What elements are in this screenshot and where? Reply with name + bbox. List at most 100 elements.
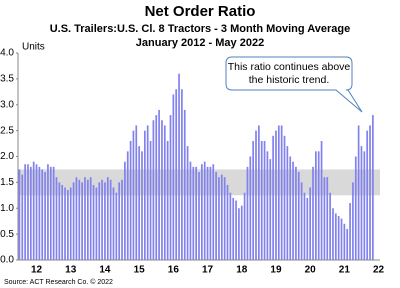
- bar: [243, 192, 246, 260]
- source: Source: ACT Research Co. © 2022: [4, 278, 113, 286]
- y-tick-label: 1.5: [0, 177, 14, 188]
- bar: [209, 166, 212, 260]
- bar: [343, 223, 346, 260]
- x-tick-label: 13: [65, 265, 77, 276]
- bar: [340, 218, 343, 260]
- bar: [52, 166, 55, 260]
- annotation: the historic trend.: [249, 74, 330, 86]
- bar: [354, 156, 357, 260]
- bar: [289, 156, 292, 260]
- bar: [192, 166, 195, 260]
- bar: [44, 172, 46, 260]
- y-tick-label: 0.5: [0, 229, 14, 240]
- x-tick-label: 17: [202, 265, 214, 276]
- bar: [49, 166, 52, 260]
- bar: [332, 208, 334, 260]
- bar: [47, 164, 49, 260]
- bar: [126, 151, 129, 260]
- bar: [309, 187, 312, 260]
- bar: [118, 182, 121, 260]
- y-tick-label: 4.0: [0, 48, 14, 59]
- bar: [69, 187, 72, 260]
- bar: [226, 184, 229, 260]
- bar: [32, 161, 35, 260]
- bar: [260, 140, 263, 260]
- bar: [292, 161, 294, 260]
- bar: [169, 115, 172, 260]
- bar: [35, 164, 38, 260]
- bar: [249, 156, 252, 260]
- bar: [232, 197, 235, 260]
- bar: [317, 151, 320, 260]
- bar: [206, 166, 209, 260]
- x-tick-label: 14: [99, 265, 111, 276]
- bar: [38, 166, 41, 260]
- y-tick-label: 2.0: [0, 151, 14, 162]
- bar: [323, 177, 326, 260]
- bar: [215, 172, 217, 260]
- bar: [24, 164, 26, 260]
- x-tick-label: 15: [134, 265, 146, 276]
- y-tick-label: 2.5: [0, 125, 14, 136]
- bar: [89, 177, 92, 260]
- bar: [135, 125, 138, 260]
- bar: [64, 187, 66, 260]
- bar: [235, 200, 237, 260]
- bar: [95, 187, 98, 260]
- bar: [334, 213, 337, 260]
- bar: [84, 177, 86, 260]
- bar: [195, 166, 198, 260]
- bar: [229, 192, 232, 260]
- bar: [58, 182, 61, 260]
- bar: [121, 179, 123, 260]
- bar: [275, 130, 277, 260]
- bar: [109, 179, 112, 260]
- bar: [283, 135, 286, 260]
- bar: [369, 125, 371, 260]
- bar: [158, 109, 160, 260]
- bar: [27, 164, 29, 260]
- bar: [178, 73, 180, 260]
- bar: [143, 130, 146, 260]
- bar: [172, 94, 175, 261]
- bar: [295, 166, 297, 260]
- x-tick-label: 20: [305, 265, 317, 276]
- bar: [124, 161, 126, 260]
- bar: [246, 166, 249, 260]
- bar: [75, 177, 78, 260]
- y-tick-label: 0.0: [0, 255, 14, 266]
- bar: [78, 179, 81, 260]
- x-tick-label: 12: [31, 265, 43, 276]
- bar: [297, 172, 300, 260]
- bar: [200, 164, 203, 260]
- bar: [258, 125, 260, 260]
- x-tick-label: 21: [339, 265, 351, 276]
- bar: [21, 174, 24, 260]
- bar: [92, 184, 95, 260]
- bar: [163, 125, 166, 260]
- bar: [152, 120, 155, 261]
- bar: [115, 192, 118, 260]
- bar: [337, 216, 340, 260]
- bar: [155, 115, 158, 260]
- bar: [141, 151, 143, 260]
- bar: [149, 140, 152, 260]
- y-axis-label: Units: [22, 42, 45, 53]
- bar: [183, 109, 186, 260]
- bar: [106, 177, 109, 260]
- y-tick-label: 3.0: [0, 99, 14, 110]
- bar: [366, 130, 369, 260]
- bar: [357, 125, 360, 260]
- bar: [29, 166, 32, 260]
- y-tick-label: 1.0: [0, 203, 14, 214]
- chart-subtitle: U.S. Trailers:U.S. Cl. 8 Tractors - 3 Mo…: [50, 23, 351, 35]
- bar: [252, 140, 255, 260]
- bar: [101, 179, 103, 260]
- bar: [286, 146, 289, 260]
- bar: [181, 89, 183, 260]
- bar: [98, 182, 101, 260]
- bar: [18, 169, 21, 260]
- bar: [300, 182, 303, 260]
- bar: [277, 125, 280, 260]
